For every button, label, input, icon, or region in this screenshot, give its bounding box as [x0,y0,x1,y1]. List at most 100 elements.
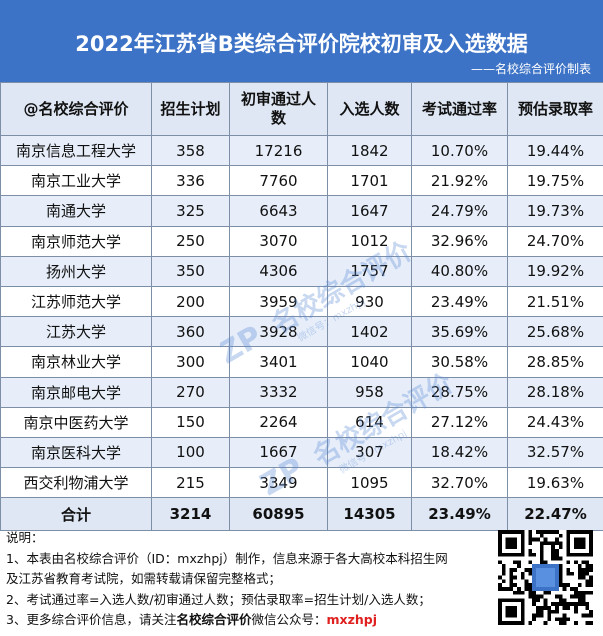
cell-admit-rate: 19.63% [507,467,603,499]
table-row: 南京邮电大学 270 3332 958 28.75% 28.18% [0,376,603,408]
note-account-name: 名校综合评价 [176,612,252,627]
column-header-pass-rate: 考试通过率 [411,82,508,136]
cell-selected: 1402 [327,316,412,348]
notes-section: 说明： 1、本表由名校综合评价（ID：mxzhpj）制作，信息来源于各大高校本科… [6,528,486,631]
table-total-row: 合计 3214 60895 14305 23.49% 22.47% [0,497,603,532]
cell-pass-rate: 35.69% [411,316,508,348]
cell-pass-rate: 32.70% [411,467,508,499]
table-row: 江苏大学 360 3928 1402 35.69% 25.68% [0,316,603,348]
table-row: 南京工业大学 336 7760 1701 21.92% 19.75% [0,165,603,197]
cell-admit-rate: 28.85% [507,346,603,378]
table-header-row: @名校综合评价 招生计划 初审通过人数 入选人数 考试通过率 预估录取率 [0,82,603,136]
column-header-admit-rate: 预估录取率 [507,82,603,136]
note-line-4-prefix: 3、更多综合评价信息，请关注 [6,612,177,627]
cell-passed: 3332 [229,376,328,408]
cell-selected: 1040 [327,346,412,378]
cell-school: 南通大学 [0,195,152,227]
cell-selected: 1095 [327,467,412,499]
cell-passed: 1667 [229,436,328,469]
table-row: 江苏师范大学 200 3959 930 23.49% 21.51% [0,285,603,318]
note-line-4-mid: 微信公众号： [251,612,327,627]
cell-plan: 200 [151,285,230,318]
cell-pass-rate: 18.42% [411,436,508,469]
cell-admit-rate: 19.44% [507,134,603,167]
cell-pass-rate: 30.58% [411,346,508,378]
qr-code-image [498,530,593,625]
cell-school: 南京信息工程大学 [0,134,152,167]
cell-plan: 360 [151,316,230,348]
total-admit-rate: 22.47% [507,497,603,532]
table-row: 西交利物浦大学 215 3349 1095 32.70% 19.63% [0,467,603,499]
note-line-1: 1、本表由名校综合评价（ID：mxzhpj）制作，信息来源于各大高校本科招生网 [6,550,448,566]
cell-passed: 3401 [229,346,328,378]
cell-selected: 1012 [327,225,412,257]
cell-school: 南京邮电大学 [0,376,152,408]
note-account-id: mxzhpj [326,612,378,627]
cell-passed: 3349 [229,467,328,499]
cell-pass-rate: 40.80% [411,255,508,287]
cell-passed: 6643 [229,195,328,227]
cell-admit-rate: 24.70% [507,225,603,257]
table-row: 南通大学 325 6643 1647 24.79% 19.73% [0,195,603,227]
cell-passed: 17216 [229,134,328,167]
cell-admit-rate: 32.57% [507,436,603,469]
page-title: 2022年江苏省B类综合评价院校初审及入选数据 [75,32,528,56]
total-pass-rate: 23.49% [411,497,508,532]
total-plan: 3214 [151,497,230,532]
cell-selected: 1701 [327,165,412,197]
column-header-school: @名校综合评价 [0,82,152,136]
cell-admit-rate: 21.51% [507,285,603,318]
cell-selected: 1842 [327,134,412,167]
cell-school: 江苏师范大学 [0,285,152,318]
note-line-3: 2、考试通过率=入选人数/初审通过人数；预估录取率=招生计划/入选人数； [6,591,431,607]
cell-selected: 1647 [327,195,412,227]
cell-school: 扬州大学 [0,255,152,287]
cell-pass-rate: 23.49% [411,285,508,318]
column-header-passed: 初审通过人数 [229,82,328,136]
cell-passed: 3928 [229,316,328,348]
cell-admit-rate: 19.75% [507,165,603,197]
total-selected: 14305 [327,497,412,532]
cell-plan: 336 [151,165,230,197]
cell-school: 江苏大学 [0,316,152,348]
cell-school: 西交利物浦大学 [0,467,152,499]
cell-selected: 958 [327,376,412,408]
cell-admit-rate: 19.92% [507,255,603,287]
cell-pass-rate: 28.75% [411,376,508,408]
cell-admit-rate: 19.73% [507,195,603,227]
cell-passed: 4306 [229,255,328,287]
cell-selected: 930 [327,285,412,318]
cell-passed: 2264 [229,406,328,438]
total-passed: 60895 [229,497,328,532]
cell-pass-rate: 27.12% [411,406,508,438]
table-row: 南京信息工程大学 358 17216 1842 10.70% 19.44% [0,134,603,167]
table-row: 南京林业大学 300 3401 1040 30.58% 28.85% [0,346,603,378]
cell-plan: 358 [151,134,230,167]
note-line-2: 及江苏省教育考试院，如需转载请保留完整格式； [6,571,282,586]
cell-passed: 3070 [229,225,328,257]
table-row: 扬州大学 350 4306 1757 40.80% 19.92% [0,255,603,287]
cell-school: 南京医科大学 [0,436,152,469]
cell-admit-rate: 24.43% [507,406,603,438]
cell-selected: 614 [327,406,412,438]
table-row: 南京中医药大学 150 2264 614 27.12% 24.43% [0,406,603,438]
cell-plan: 325 [151,195,230,227]
notes-heading: 说明： [6,530,44,545]
cell-pass-rate: 21.92% [411,165,508,197]
cell-selected: 307 [327,436,412,469]
cell-school: 南京林业大学 [0,346,152,378]
cell-plan: 150 [151,406,230,438]
admission-data-table: @名校综合评价 招生计划 初审通过人数 入选人数 考试通过率 预估录取率 南京信… [0,82,603,532]
cell-pass-rate: 24.79% [411,195,508,227]
cell-plan: 300 [151,346,230,378]
total-label: 合计 [0,497,152,532]
cell-school: 南京工业大学 [0,165,152,197]
cell-admit-rate: 25.68% [507,316,603,348]
table-row: 南京师范大学 250 3070 1012 32.96% 24.70% [0,225,603,257]
cell-plan: 215 [151,467,230,499]
cell-plan: 250 [151,225,230,257]
note-line-4: 3、更多综合评价信息，请关注名校综合评价微信公众号：mxzhpj [6,610,486,631]
cell-plan: 350 [151,255,230,287]
cell-plan: 100 [151,436,230,469]
column-header-selected: 入选人数 [327,82,412,136]
